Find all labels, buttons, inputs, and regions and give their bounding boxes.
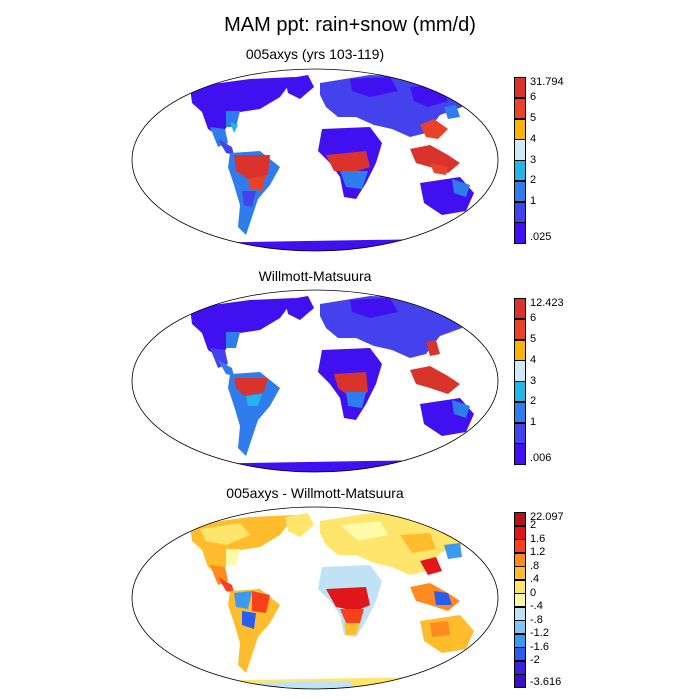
colorbar-label: -1.2 bbox=[530, 627, 549, 640]
region-north-america bbox=[190, 298, 295, 358]
colorbar-label: -.8 bbox=[530, 613, 543, 626]
colorbar-swatch bbox=[514, 97, 526, 119]
colorbar-label: 5 bbox=[530, 112, 537, 124]
colorbar-label: 4 bbox=[530, 132, 537, 145]
region-se-asia bbox=[410, 145, 460, 173]
colorbar-swatch bbox=[514, 674, 526, 689]
colorbar-label: 1.2 bbox=[530, 546, 546, 559]
colorbar-swatch bbox=[514, 566, 526, 581]
colorbar-label: 4 bbox=[530, 353, 537, 366]
land-diff bbox=[190, 513, 474, 689]
colorbar-label: .006 bbox=[530, 452, 552, 464]
land-model bbox=[190, 75, 474, 251]
colorbar-label: 5 bbox=[530, 333, 537, 345]
colorbar-label: -.4 bbox=[530, 600, 543, 613]
colorbar-label: 1.6 bbox=[530, 532, 546, 545]
colorbar-label: 12.423 bbox=[530, 297, 564, 309]
colorbar-label: 31.794 bbox=[530, 76, 564, 88]
colorbar-label: 22.097 bbox=[530, 511, 564, 523]
colorbar-obs: 12.423 6 5 4 3 2 1 .006 bbox=[514, 297, 594, 465]
colorbar-swatch bbox=[514, 660, 526, 675]
colorbar-label: -3.616 bbox=[530, 676, 562, 688]
map-obs bbox=[131, 289, 499, 473]
colorbar-swatch bbox=[514, 77, 526, 99]
colorbar-label: 0 bbox=[530, 586, 537, 599]
colorbar-label: 3 bbox=[530, 374, 537, 387]
colorbar-label: 1 bbox=[530, 416, 537, 428]
colorbar-swatch bbox=[514, 443, 526, 465]
panel-title-obs: Willmott-Matsuura bbox=[258, 268, 372, 284]
colorbar-label: 6 bbox=[530, 312, 537, 325]
colorbar-label: -1.6 bbox=[530, 640, 549, 653]
colorbar-label: -2 bbox=[530, 654, 540, 667]
colorbar-label: 2 bbox=[530, 174, 537, 187]
colorbar-swatch bbox=[514, 401, 526, 423]
land-obs bbox=[190, 296, 474, 472]
colorbar-swatch bbox=[514, 552, 526, 567]
colorbar-swatch bbox=[514, 593, 526, 608]
colorbar-diff: 22.097 2 1.6 1.2.8.4 0 -.4 -.8 -1.2 -1.6 -2 -3.616 bbox=[514, 511, 594, 689]
colorbar-label: .025 bbox=[530, 231, 552, 243]
main-title: MAM ppt: rain+snow (mm/d) bbox=[224, 14, 476, 36]
colorbar-label: 2 bbox=[530, 519, 537, 532]
colorbar-swatch bbox=[514, 381, 526, 403]
colorbar-swatch bbox=[514, 118, 526, 140]
region-north-america bbox=[190, 77, 295, 137]
panel-title-model: 005axys (yrs 103-119) bbox=[245, 46, 385, 62]
colorbar-swatch bbox=[514, 318, 526, 340]
colorbar-swatch bbox=[514, 339, 526, 361]
colorbar-swatch bbox=[514, 620, 526, 635]
map-diff bbox=[131, 506, 499, 690]
region-south-america bbox=[228, 589, 280, 673]
colorbar-label: .4 bbox=[530, 573, 540, 586]
colorbar-swatch bbox=[514, 139, 526, 161]
colorbar-label: 3 bbox=[530, 153, 537, 166]
colorbar-swatch bbox=[514, 160, 526, 182]
panel-title-diff: 005axys - Willmott-Matsuura bbox=[226, 485, 404, 501]
colorbar-label: 2 bbox=[530, 395, 537, 408]
colorbar-swatch bbox=[514, 647, 526, 662]
colorbar-label: 1 bbox=[530, 195, 537, 207]
colorbar-swatch bbox=[514, 512, 526, 527]
colorbar-label: 6 bbox=[530, 91, 537, 104]
colorbar-swatch bbox=[514, 360, 526, 382]
colorbar-swatch bbox=[514, 201, 526, 223]
colorbar-swatch bbox=[514, 539, 526, 554]
colorbar-swatch bbox=[514, 180, 526, 202]
colorbar-swatch bbox=[514, 525, 526, 540]
colorbar-swatch bbox=[514, 422, 526, 444]
region-se-asia bbox=[410, 366, 460, 394]
colorbar-swatch bbox=[514, 298, 526, 320]
colorbar-model: 31.794 6 5 4 3 2 1 .025 bbox=[514, 76, 594, 244]
colorbar-swatch bbox=[514, 633, 526, 648]
colorbar-swatch bbox=[514, 222, 526, 244]
colorbar-swatch bbox=[514, 606, 526, 621]
colorbar-swatch bbox=[514, 579, 526, 594]
map-model bbox=[131, 68, 499, 252]
colorbar-label: .8 bbox=[530, 559, 540, 572]
